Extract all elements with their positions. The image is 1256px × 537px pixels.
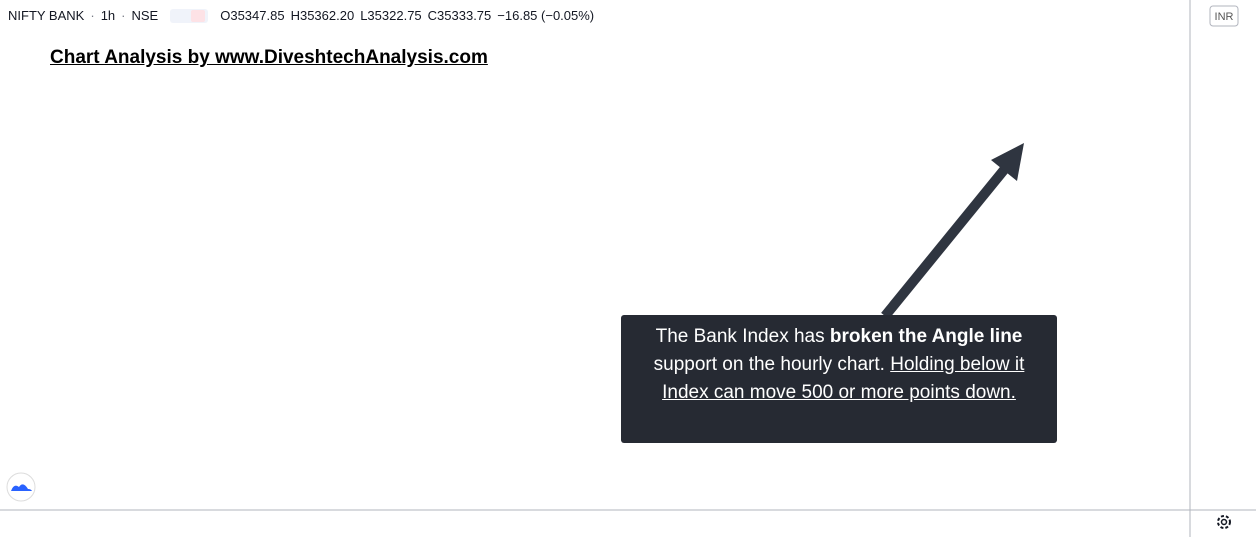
callout-text: The Bank Index has bbox=[655, 326, 830, 347]
logo-icon bbox=[11, 484, 32, 491]
callout-bold: broken the Angle line bbox=[829, 326, 1023, 347]
separator: · bbox=[121, 8, 126, 23]
exchange: NSE bbox=[131, 8, 159, 23]
ohlc-change: −16.85 (−0.05%) bbox=[497, 8, 595, 23]
callout: The Bank Index has broken the Angle line… bbox=[621, 315, 1057, 443]
settings-icon[interactable] bbox=[1217, 515, 1231, 529]
callout-text: support on the hourly chart. bbox=[653, 354, 891, 375]
ohlc-low: L35322.75 bbox=[360, 8, 422, 23]
overlay-title: Chart Analysis by www.DiveshtechAnalysis… bbox=[50, 47, 488, 68]
interval[interactable]: 1h bbox=[100, 8, 116, 23]
legend-header: NIFTY BANK · 1h · NSE O35347.85 H35362.20 … bbox=[8, 8, 595, 23]
ohlc-high: H35362.20 bbox=[290, 8, 355, 23]
currency-label: INR bbox=[1215, 11, 1234, 23]
ohlc-open: O35347.85 bbox=[220, 8, 285, 23]
separator: · bbox=[90, 8, 95, 23]
symbol[interactable]: NIFTY BANK bbox=[8, 8, 85, 23]
callout-underlined: Holding below it Index can move 500 or m… bbox=[662, 354, 1025, 403]
arrow-head bbox=[991, 143, 1024, 181]
ohlc-close: C35333.75 bbox=[427, 8, 492, 23]
currency-badge[interactable] bbox=[1209, 5, 1239, 27]
arrow-shaft bbox=[881, 161, 1012, 320]
toggle[interactable] bbox=[170, 8, 209, 23]
toggle-knob bbox=[191, 9, 206, 22]
settings-icon-center bbox=[1220, 518, 1228, 526]
